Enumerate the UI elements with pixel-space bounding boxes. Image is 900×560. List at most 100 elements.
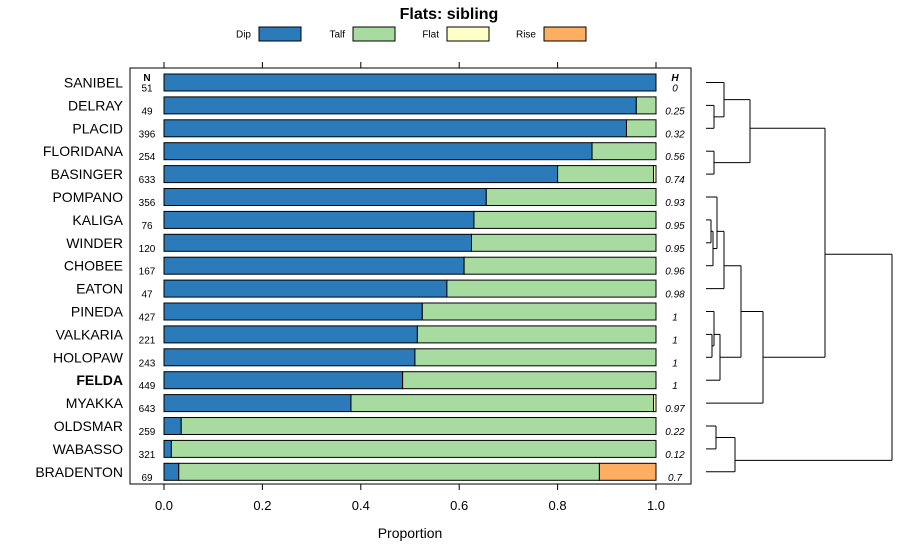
bar-basinger-flat: [653, 165, 657, 184]
bar-valkaria-talf: [416, 325, 657, 344]
row-label-myakka: MYAKKA: [66, 395, 124, 411]
x-tick-label-4: 0.8: [549, 498, 567, 513]
legend-swatch-flat: [446, 26, 490, 42]
n-value-myakka: 643: [139, 404, 156, 415]
chart-title: Flats: sibling: [400, 6, 499, 23]
n-value-oldsmar: 259: [139, 427, 156, 438]
bar-chobee-dip: [163, 256, 465, 275]
row-label-felda: FELDA: [76, 372, 123, 388]
h-value-myakka: 0.97: [665, 404, 685, 415]
legend-label-talf: Talf: [329, 30, 345, 41]
x-tick-label-1: 0.2: [253, 498, 271, 513]
h-value-kaliga: 0.95: [665, 221, 685, 232]
legend-swatch-dip: [258, 26, 302, 42]
h-value-pineda: 1: [672, 313, 678, 324]
row-label-kaliga: KALIGA: [72, 212, 123, 228]
n-value-sanibel: 51: [141, 84, 153, 95]
bar-felda-talf: [402, 371, 657, 390]
x-axis: 0.0 0.2 0.4 0.6 0.8 1.0: [155, 62, 665, 513]
n-value-holopaw: 243: [139, 358, 156, 369]
bar-placid-dip: [163, 119, 627, 138]
h-value-placid: 0.32: [665, 129, 685, 140]
legend-swatch-rise: [543, 26, 587, 42]
bar-delray-talf: [635, 96, 657, 115]
bar-placid-talf: [625, 119, 657, 138]
n-value-kaliga: 76: [141, 221, 153, 232]
n-value-wabasso: 321: [139, 450, 156, 461]
row-label-pompano: POMPANO: [52, 189, 123, 205]
row-label-valkaria: VALKARIA: [56, 326, 124, 342]
bar-pompano-talf: [485, 188, 657, 206]
bar-eaton-dip: [163, 279, 448, 298]
bar-valkaria-dip: [163, 325, 418, 344]
row-label-chobee: CHOBEE: [64, 258, 123, 274]
n-value-bradenton: 69: [141, 473, 153, 484]
x-tick-label-0: 0.0: [155, 498, 173, 513]
h-value-delray: 0.25: [665, 106, 685, 117]
row-label-sanibel: SANIBEL: [64, 75, 123, 91]
bar-pompano-dip: [163, 188, 487, 206]
bar-sanibel-dip: [163, 73, 657, 92]
h-value-wabasso: 0.12: [665, 450, 685, 461]
row-label-basinger: BASINGER: [51, 166, 123, 182]
bar-eaton-talf: [446, 279, 657, 298]
n-value-pineda: 427: [139, 313, 156, 324]
bar-floridana-talf: [591, 142, 657, 161]
h-value-eaton: 0.98: [665, 290, 685, 301]
bar-myakka-talf: [350, 394, 655, 413]
bar-oldsmar-dip: [163, 417, 182, 435]
row-label-eaton: EATON: [76, 281, 123, 297]
legend-swatch-talf: [352, 26, 396, 42]
bar-oldsmar-talf: [180, 417, 657, 435]
legend-label-flat: Flat: [422, 30, 439, 41]
bar-felda-dip: [163, 371, 404, 390]
x-tick-label-3: 0.6: [450, 498, 468, 513]
bar-pineda-talf: [421, 302, 657, 321]
row-label-placid: PLACID: [72, 120, 123, 136]
n-value-felda: 449: [139, 381, 156, 392]
bar-winder-dip: [163, 233, 472, 252]
h-value-oldsmar: 0.22: [665, 427, 685, 438]
bar-basinger-dip: [163, 165, 559, 184]
h-header: H: [671, 73, 679, 84]
bar-wabasso-dip: [163, 439, 172, 458]
h-value-felda: 1: [672, 381, 678, 392]
row-label-wabasso: WABASSO: [53, 441, 123, 457]
n-value-chobee: 167: [139, 267, 156, 278]
row-label-oldsmar: OLDSMAR: [54, 418, 123, 434]
bar-chobee-talf: [463, 256, 657, 275]
legend-label-rise: Rise: [516, 30, 536, 41]
n-value-winder: 120: [139, 244, 156, 255]
row-label-pineda: PINEDA: [71, 304, 124, 320]
n-value-placid: 396: [139, 129, 156, 140]
row-label-winder: WINDER: [66, 235, 123, 251]
legend: Dip Talf Flat Rise: [236, 26, 587, 42]
bar-pineda-dip: [163, 302, 423, 321]
n-value-eaton: 47: [141, 290, 153, 301]
bar-delray-dip: [163, 96, 637, 115]
n-header: N: [143, 73, 150, 84]
plot-frame: [129, 67, 692, 485]
bar-bradenton-dip: [163, 462, 180, 481]
legend-label-dip: Dip: [236, 30, 251, 41]
n-value-basinger: 633: [139, 175, 156, 186]
bar-floridana-dip: [163, 142, 593, 161]
bar-bradenton-rise: [598, 462, 657, 481]
bars: SANIBEL 51 0 DELRAY 49 0.25 PLACID 396 0.32 FLORI…: [35, 73, 685, 484]
h-value-valkaria: 1: [672, 335, 678, 346]
bar-kaliga-dip: [163, 210, 475, 229]
h-value-holopaw: 1: [672, 358, 678, 369]
x-tick-label-5: 1.0: [647, 498, 665, 513]
n-value-floridana: 254: [139, 152, 156, 163]
bar-myakka-flat: [653, 394, 657, 413]
bar-holopaw-dip: [163, 348, 416, 367]
dendrogram: [706, 82, 893, 473]
bar-kaliga-talf: [473, 210, 657, 229]
h-value-winder: 0.95: [665, 244, 685, 255]
row-label-holopaw: HOLOPAW: [53, 349, 124, 365]
n-value-pompano: 356: [139, 198, 156, 209]
h-value-basinger: 0.74: [665, 175, 685, 186]
n-value-valkaria: 221: [139, 335, 156, 346]
row-label-delray: DELRAY: [68, 97, 124, 113]
